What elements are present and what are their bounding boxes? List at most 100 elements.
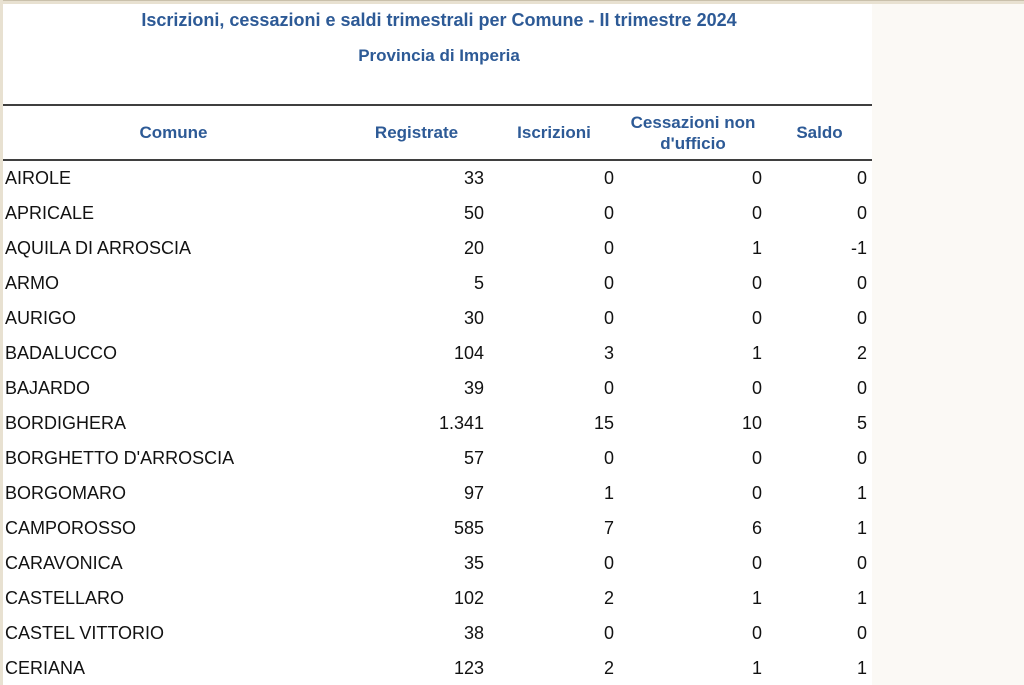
cell-iscrizioni: 0 — [603, 448, 614, 468]
cell-comune: ARMO — [5, 273, 59, 293]
cell-comune: AURIGO — [5, 308, 77, 328]
cell-registrate: 50 — [463, 203, 484, 223]
cell-saldo: 1 — [856, 588, 867, 608]
cell-comune: BORGOMARO — [5, 483, 127, 503]
column-header-cessazioni: Cessazioni non d'ufficio — [619, 104, 767, 161]
table-row: BORGHETTO D'ARROSCIA 57 0 0 0 — [3, 441, 872, 476]
cell-comune: BADALUCCO — [5, 343, 118, 363]
page-title: Iscrizioni, cessazioni e saldi trimestra… — [141, 10, 737, 30]
cell-iscrizioni: 7 — [603, 518, 614, 538]
cell-registrate: 104 — [453, 343, 484, 363]
cell-iscrizioni: 0 — [603, 203, 614, 223]
table-row: CASTELLARO 102 2 1 1 — [3, 581, 872, 616]
cell-saldo: 2 — [856, 343, 867, 363]
cell-cessazioni: 0 — [751, 623, 762, 643]
column-header-iscrizioni: Iscrizioni — [489, 104, 619, 161]
cell-iscrizioni: 0 — [603, 623, 614, 643]
table-row: APRICALE 50 0 0 0 — [3, 196, 872, 231]
cell-cessazioni: 1 — [751, 658, 762, 678]
cell-registrate: 38 — [463, 623, 484, 643]
table-row: CARAVONICA 35 0 0 0 — [3, 546, 872, 581]
cell-comune: AQUILA DI ARROSCIA — [5, 238, 192, 258]
cell-registrate: 20 — [463, 238, 484, 258]
table-row: AURIGO 30 0 0 0 — [3, 301, 872, 336]
cell-iscrizioni: 3 — [603, 343, 614, 363]
cell-cessazioni: 1 — [751, 588, 762, 608]
cell-registrate: 57 — [463, 448, 484, 468]
page-right-margin — [872, 4, 1024, 685]
cell-saldo: 1 — [856, 658, 867, 678]
cell-iscrizioni: 0 — [603, 308, 614, 328]
cell-registrate: 123 — [453, 658, 484, 678]
cell-cessazioni: 6 — [751, 518, 762, 538]
top-edge-border — [0, 0, 1024, 4]
table-row: AIROLE 33 0 0 0 — [3, 160, 872, 196]
cell-iscrizioni: 0 — [603, 238, 614, 258]
column-header-saldo: Saldo — [767, 104, 872, 161]
cell-saldo: 0 — [856, 623, 867, 643]
cell-registrate: 1.341 — [438, 413, 484, 433]
cell-registrate: 585 — [453, 518, 484, 538]
cell-registrate: 30 — [463, 308, 484, 328]
table-row: BAJARDO 39 0 0 0 — [3, 371, 872, 406]
table-row: BORGOMARO 97 1 0 1 — [3, 476, 872, 511]
cell-registrate: 35 — [463, 553, 484, 573]
cell-registrate: 97 — [463, 483, 484, 503]
cell-saldo: 0 — [856, 203, 867, 223]
cell-cessazioni: 0 — [751, 483, 762, 503]
cell-saldo: 0 — [856, 553, 867, 573]
cell-registrate: 102 — [453, 588, 484, 608]
cell-saldo: 0 — [856, 378, 867, 398]
cell-saldo: 0 — [856, 308, 867, 328]
cell-cessazioni: 0 — [751, 168, 762, 188]
page-subtitle: Provincia di Imperia — [358, 46, 520, 65]
municipality-stats-table: Comune Registrate Iscrizioni Cessazioni … — [3, 104, 872, 685]
cell-comune: CASTEL VITTORIO — [5, 623, 165, 643]
cell-cessazioni: 1 — [751, 343, 762, 363]
cell-cessazioni: 0 — [751, 553, 762, 573]
cell-registrate: 5 — [473, 273, 484, 293]
cell-cessazioni: 10 — [741, 413, 762, 433]
table-row: BORDIGHERA 1.341 15 10 5 — [3, 406, 872, 441]
cell-cessazioni: 0 — [751, 448, 762, 468]
left-edge-border — [0, 0, 3, 685]
cell-comune: CERIANA — [5, 658, 86, 678]
cell-comune: AIROLE — [5, 168, 72, 188]
cell-saldo: 0 — [856, 168, 867, 188]
cell-comune: APRICALE — [5, 203, 95, 223]
cell-iscrizioni: 0 — [603, 168, 614, 188]
cell-iscrizioni: 2 — [603, 658, 614, 678]
table-row: ARMO 5 0 0 0 — [3, 266, 872, 301]
cell-cessazioni: 1 — [751, 238, 762, 258]
table-row: CERIANA 123 2 1 1 — [3, 651, 872, 685]
cell-saldo: 0 — [856, 273, 867, 293]
cell-registrate: 33 — [463, 168, 484, 188]
cell-iscrizioni: 0 — [603, 378, 614, 398]
cell-comune: CASTELLARO — [5, 588, 125, 608]
cell-iscrizioni: 1 — [603, 483, 614, 503]
cell-cessazioni: 0 — [751, 308, 762, 328]
cell-cessazioni: 0 — [751, 273, 762, 293]
cell-comune: BAJARDO — [5, 378, 91, 398]
table-header: Comune Registrate Iscrizioni Cessazioni … — [3, 104, 872, 161]
cell-saldo: 5 — [856, 413, 867, 433]
cell-comune: CAMPOROSSO — [5, 518, 137, 538]
cell-saldo: 1 — [856, 483, 867, 503]
column-header-registrate: Registrate — [344, 104, 489, 161]
cell-registrate: 39 — [463, 378, 484, 398]
cell-iscrizioni: 15 — [593, 413, 614, 433]
table-row: CAMPOROSSO 585 7 6 1 — [3, 511, 872, 546]
cell-iscrizioni: 2 — [603, 588, 614, 608]
cell-cessazioni: 0 — [751, 203, 762, 223]
column-header-comune: Comune — [3, 104, 344, 161]
cell-comune: CARAVONICA — [5, 553, 123, 573]
cell-iscrizioni: 0 — [603, 273, 614, 293]
cell-comune: BORDIGHERA — [5, 413, 127, 433]
table-row: AQUILA DI ARROSCIA 20 0 1 -1 — [3, 231, 872, 266]
cell-saldo: 0 — [856, 448, 867, 468]
table-body: AIROLE 33 0 0 0 APRICALE 50 0 0 0 AQUILA DI ARROSC… — [3, 160, 872, 685]
report-content: Iscrizioni, cessazioni e saldi trimestra… — [3, 4, 875, 685]
cell-iscrizioni: 0 — [603, 553, 614, 573]
table-row: BADALUCCO 104 3 1 2 — [3, 336, 872, 371]
